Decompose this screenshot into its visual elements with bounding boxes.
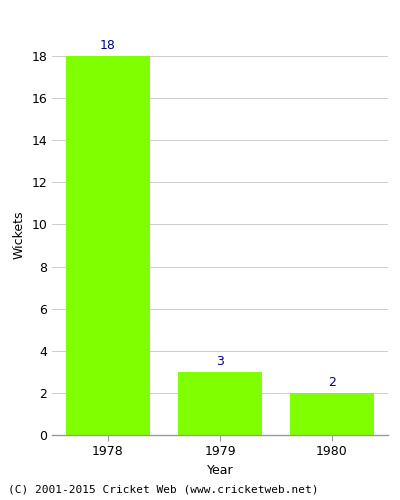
Bar xyxy=(178,372,262,435)
Y-axis label: Wickets: Wickets xyxy=(13,211,26,259)
Bar xyxy=(66,56,150,435)
Text: 18: 18 xyxy=(100,39,116,52)
Bar xyxy=(290,393,374,435)
Text: 2: 2 xyxy=(328,376,336,388)
Text: 3: 3 xyxy=(216,354,224,368)
X-axis label: Year: Year xyxy=(207,464,233,477)
Text: (C) 2001-2015 Cricket Web (www.cricketweb.net): (C) 2001-2015 Cricket Web (www.cricketwe… xyxy=(8,485,318,495)
